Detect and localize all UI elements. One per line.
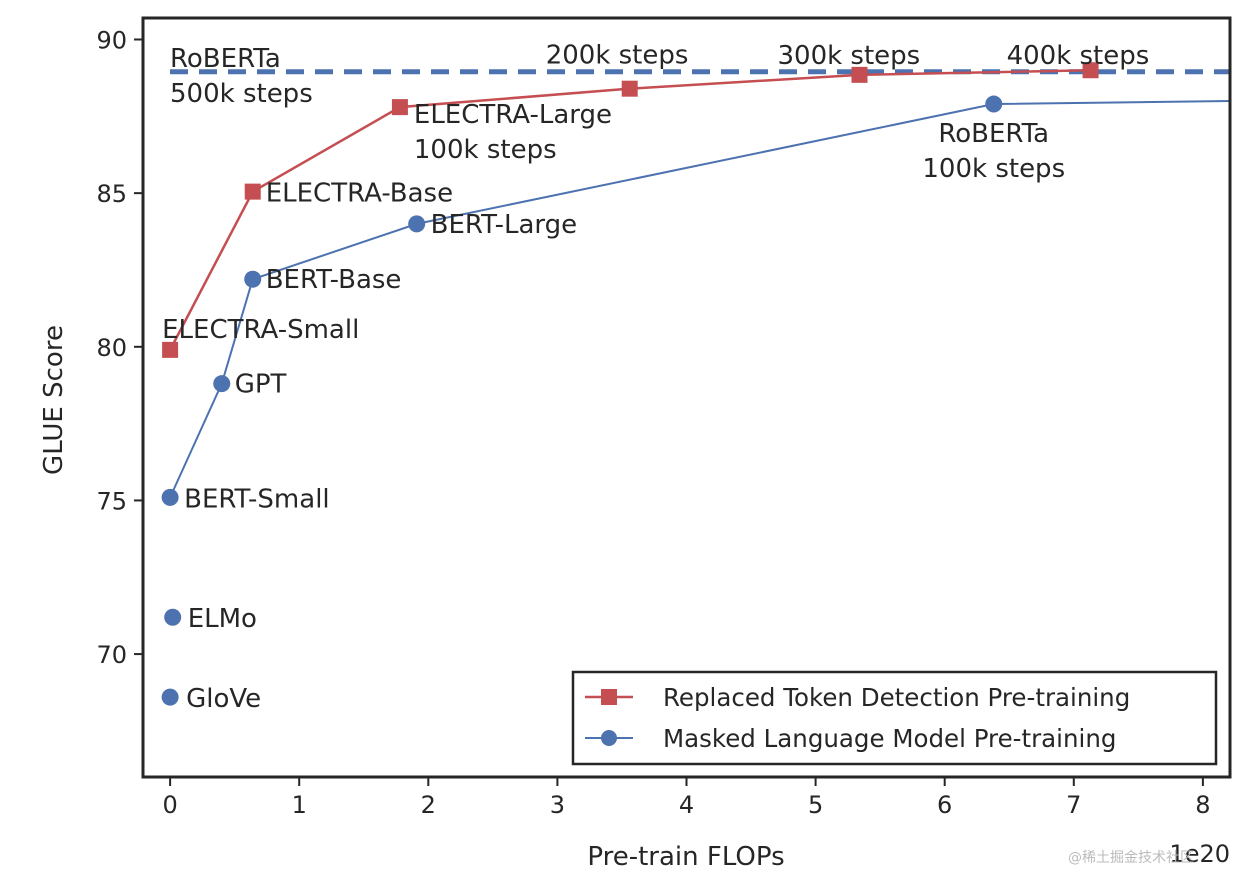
x-tick-label: 4: [679, 791, 694, 819]
point-label: BERT-Large: [431, 210, 577, 240]
x-offset-text: 1e20: [1169, 840, 1230, 868]
watermark: @稀土掘金技术社区: [1068, 850, 1194, 866]
point-label: ELECTRA-Base: [266, 179, 453, 209]
point-label: 100k steps: [922, 154, 1065, 184]
mlm-point: [213, 375, 231, 393]
mlm-point: [408, 215, 426, 233]
rtd-point: [1082, 62, 1099, 79]
legend-marker-mlm: [601, 730, 617, 746]
x-axis-label: Pre-train FLOPs: [587, 842, 784, 872]
rtd-point: [162, 341, 179, 358]
point-label: ELMo: [188, 604, 257, 634]
y-tick-label: 90: [96, 27, 127, 55]
y-axis-label: GLUE Score: [39, 325, 69, 475]
reference-line-label: 500k steps: [170, 79, 313, 109]
y-tick-label: 80: [96, 334, 127, 362]
x-tick-label: 2: [421, 791, 436, 819]
x-tick-label: 8: [1195, 791, 1210, 819]
point-label: 300k steps: [777, 41, 920, 71]
x-tick-label: 1: [292, 791, 307, 819]
point-label: 400k steps: [1007, 41, 1150, 71]
legend-box: [571, 670, 1218, 766]
rtd-point: [621, 80, 638, 97]
mlm-point: [244, 270, 262, 288]
legend-label-mlm: Masked Language Model Pre-training: [663, 724, 1116, 753]
mlm-point: [161, 488, 179, 506]
y-tick-label: 85: [96, 180, 127, 208]
point-label: 100k steps: [414, 135, 557, 165]
point-label: BERT-Base: [266, 265, 402, 295]
x-tick-label: 6: [937, 791, 952, 819]
x-tick-label: 5: [808, 791, 823, 819]
reference-line-label: RoBERTa: [170, 44, 281, 74]
x-tick-label: 0: [162, 791, 177, 819]
point-label: ELECTRA-Large: [414, 100, 612, 130]
series-line-1: [169, 99, 1231, 498]
x-tick-label: 7: [1066, 791, 1081, 819]
point-label: BERT-Small: [184, 484, 330, 514]
point-label: 200k steps: [546, 41, 689, 71]
point-label: GloVe: [186, 684, 261, 714]
legend-marker-rtd: [601, 689, 617, 705]
mlm-point: [161, 688, 179, 706]
legend-label-rtd: Replaced Token Detection Pre-training: [663, 683, 1130, 712]
plot-frame: [141, 16, 1232, 779]
mlm-point: [164, 608, 182, 626]
point-label: GPT: [235, 370, 287, 400]
legend: Replaced Token Detection Pre-training Ma…: [571, 670, 1218, 766]
point-label: RoBERTa: [938, 119, 1049, 149]
rtd-point: [391, 99, 408, 116]
rtd-point: [851, 66, 868, 83]
rtd-point: [244, 183, 261, 200]
y-tick-label: 70: [96, 641, 127, 669]
y-tick-label: 75: [96, 487, 127, 515]
x-tick-label: 3: [550, 791, 565, 819]
series-line-0: [169, 68, 1091, 351]
point-label: ELECTRA-Small: [162, 315, 359, 345]
mlm-point: [985, 95, 1003, 113]
